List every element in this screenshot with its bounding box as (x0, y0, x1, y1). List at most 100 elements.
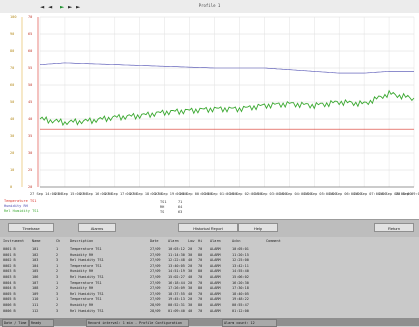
table-cell: 20 (188, 297, 193, 302)
table-cell: Humidity RH (70, 252, 94, 257)
table-cell: 106 (32, 275, 39, 279)
x-tick-label: 27 Sep 17:00:00 (104, 192, 138, 196)
table-cell: 11:14:30 (168, 252, 185, 257)
table-cell: 16:20:30 (232, 280, 249, 285)
table-cell: 01:12:00 (232, 308, 249, 313)
return-button[interactable]: Return (374, 223, 414, 232)
table-cell: Temperature TS1 (70, 263, 102, 268)
x-tick-label: 28 Sep 09:00:00 (396, 192, 419, 196)
table-cell: 101 (32, 247, 39, 251)
y-tick-right: 20 (28, 185, 33, 189)
table-row[interactable]: 0002 B 103 3 Rel Humidity TS1 27/09 12:22:48 4… (0, 258, 419, 263)
table-cell: 0006 B (3, 303, 16, 307)
column-header[interactable]: Ch (56, 239, 61, 243)
table-row[interactable]: 0005 B 109 3 Rel Humidity TS1 27/09 18:37:55 4… (0, 292, 419, 297)
help-button[interactable]: Help (238, 223, 278, 232)
table-cell: 70 (198, 280, 203, 285)
y-tick-left: 60 (10, 83, 15, 87)
table-cell: 20 (188, 263, 193, 268)
table-cell: 70 (198, 308, 203, 313)
table-cell: 12:25:00 (232, 258, 249, 263)
series-line-0 (39, 62, 414, 74)
table-cell: 1 (56, 263, 59, 268)
table-cell: Temperature TS1 (70, 247, 102, 251)
column-header[interactable]: Hi (198, 239, 203, 243)
column-header[interactable]: Comment (266, 239, 281, 243)
table-row[interactable]: 0004 B 108 2 Humidity RH 27/09 17:26:09 30 80 AL… (0, 286, 419, 291)
table-cell: 13:40:05 (168, 263, 185, 268)
table-row[interactable]: 0003 B 106 3 Rel Humidity TS1 27/09 15:02:27 4… (0, 275, 419, 280)
legend-entry: Rel Humidity TS1 (4, 209, 39, 213)
table-cell: 18:40:05 (232, 291, 249, 296)
table-row[interactable]: 0005 B 110 1 Temperature TS1 27/09 19:45:13 20… (0, 297, 419, 302)
column-header[interactable]: Alarm (168, 239, 179, 243)
timebase-button[interactable]: Timebase (8, 223, 54, 232)
x-tick-label: 28 Sep 03:00:00 (254, 192, 287, 196)
table-cell: 70 (198, 263, 203, 268)
nav-play-button[interactable]: ► (60, 3, 66, 11)
table-cell: 40 (188, 258, 193, 263)
cursor-key: TS (160, 210, 165, 214)
alarms-button[interactable]: Alarms (78, 223, 116, 232)
table-cell: 30 (188, 252, 193, 257)
y-tick-left: 50 (10, 100, 15, 104)
table-cell: 110 (32, 297, 39, 302)
y-tick-left: 90 (10, 32, 15, 36)
table-row[interactable]: 0002 B 104 1 Temperature TS1 27/09 13:40:05 20… (0, 264, 419, 269)
table-cell: Temperature TS1 (70, 297, 102, 302)
table-cell: 12:22:48 (168, 258, 185, 263)
table-cell: 2 (56, 252, 59, 257)
x-tick-label: 27 Sep 18:00:00 (129, 192, 163, 196)
x-tick-label: 28 Sep 02:00:00 (229, 192, 262, 196)
table-cell: 17:26:09 (168, 286, 185, 291)
table-cell: 30 (188, 286, 193, 291)
table-cell: 2 (56, 286, 59, 291)
table-cell: 28/09 (150, 303, 161, 307)
table-row[interactable]: 0001 B 101 1 Temperature TS1 27/09 10:03:12 20… (0, 247, 419, 252)
x-tick-label: 28 Sep 04:00:00 (279, 192, 312, 196)
nav-last-button[interactable]: ► (76, 3, 82, 11)
column-header[interactable]: Alarm (210, 239, 221, 243)
y-tick-left: 20 (10, 151, 15, 155)
table-cell: 17:30:18 (232, 286, 249, 291)
cursor-value: 71 (178, 200, 183, 204)
table-row[interactable]: 0006 B 112 3 Rel Humidity TS1 28/09 01:09:40 4… (0, 309, 419, 314)
column-header[interactable]: Ackn (232, 239, 241, 243)
table-row[interactable]: 0001 B 102 2 Humidity RH 27/09 11:14:30 30 80 AL… (0, 253, 419, 258)
cursor-value: 64 (178, 205, 183, 209)
table-cell: 70 (198, 297, 203, 302)
column-header[interactable]: Instrument (3, 239, 25, 243)
table-row[interactable]: 0003 B 105 2 Humidity RH 27/09 14:51:19 30 80 AL… (0, 269, 419, 274)
column-header[interactable]: Low (188, 239, 195, 243)
y-tick-left: 100 (10, 15, 17, 19)
y-tick-right: 25 (28, 168, 33, 172)
table-cell: ALARM (210, 247, 221, 251)
table-cell: ALARM (210, 303, 221, 307)
alarm-table[interactable]: Instrument Name Ch Description Date Alarm Low H… (0, 237, 419, 318)
table-cell: 28/09 (150, 308, 161, 313)
chart-area[interactable]: 100 90 80 70 60 50 40 30 20 10 0 70 65 60 55 50 45 40 35 3… (0, 13, 419, 219)
table-cell: 27/09 (150, 269, 161, 274)
table-cell: 108 (32, 286, 39, 291)
column-header[interactable]: Date (150, 239, 159, 243)
table-cell: 80 (198, 252, 203, 257)
table-cell: 40 (188, 291, 193, 296)
nav-first-button[interactable]: ◄ (40, 3, 46, 11)
y-tick-right: 30 (28, 151, 33, 155)
column-header[interactable]: Description (70, 239, 94, 243)
table-cell: 112 (32, 308, 39, 313)
table-cell: ALARM (210, 258, 221, 263)
y-tick-right: 65 (28, 32, 33, 36)
historical-report-button[interactable]: Historical Report (178, 223, 238, 232)
y-tick-left: 0 (10, 185, 13, 189)
x-tick-label: 28 Sep 07:00:00 (354, 192, 387, 196)
table-cell: 102 (32, 252, 39, 257)
table-cell: ALARM (210, 252, 221, 257)
table-row[interactable]: 0006 B 111 2 Humidity RH 28/09 00:52:31 30 80 AL… (0, 303, 419, 308)
nav-next-button[interactable]: ► (68, 3, 74, 11)
table-cell: 1 (56, 280, 59, 285)
chart-svg (21, 16, 415, 188)
nav-prev-button[interactable]: ◄ (48, 3, 54, 11)
table-row[interactable]: 0004 B 107 1 Temperature TS1 27/09 16:18:44 20… (0, 281, 419, 286)
column-header[interactable]: Name (32, 239, 41, 243)
